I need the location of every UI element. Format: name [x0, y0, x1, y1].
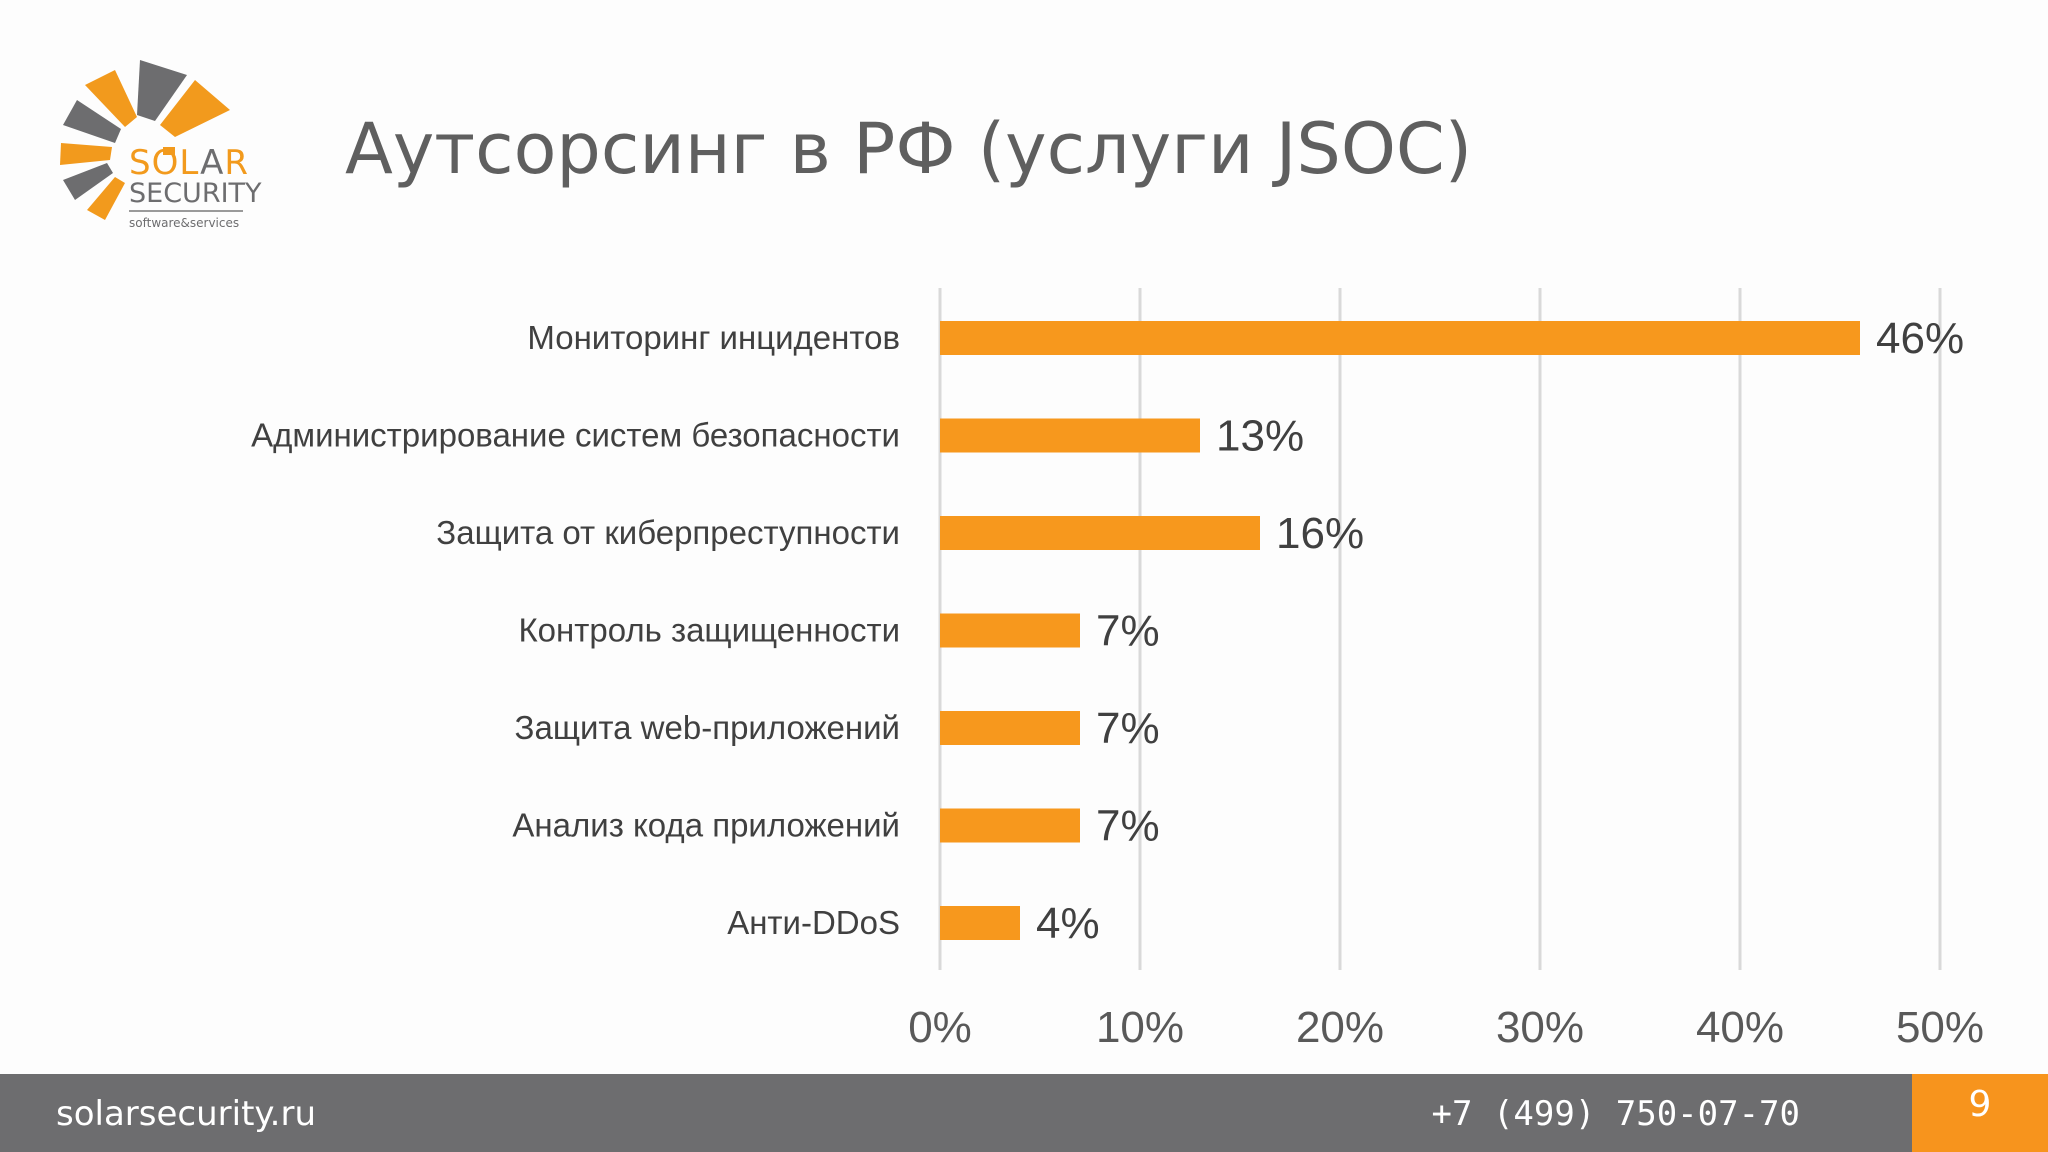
x-tick-label: 20%: [1296, 1003, 1384, 1052]
data-label: 13%: [1216, 412, 1304, 461]
bar: [940, 321, 1860, 355]
data-label: 46%: [1876, 314, 1964, 363]
bar: [940, 808, 1080, 843]
data-label: 7%: [1096, 802, 1160, 851]
data-label: 16%: [1276, 509, 1364, 558]
category-label: Защита от киберпреступности: [436, 514, 900, 551]
page-number: 9: [1968, 1084, 1992, 1125]
logo-text-a: A: [200, 143, 225, 183]
category-label: Анализ кода приложений: [512, 807, 900, 844]
logo-text-r: R: [224, 143, 249, 183]
x-tick-label: 0%: [908, 1003, 972, 1052]
x-tick-label: 40%: [1696, 1003, 1784, 1052]
x-tick-label: 50%: [1896, 1003, 1984, 1052]
bar: [940, 711, 1080, 745]
category-label: Мониторинг инцидентов: [527, 319, 900, 356]
bar: [940, 516, 1260, 550]
logo-tagline: software&services: [129, 216, 240, 230]
data-label: 7%: [1096, 607, 1160, 656]
data-label: 7%: [1096, 704, 1160, 753]
category-label: Анти-DDoS: [727, 904, 900, 941]
category-label: Администрирование систем безопасности: [251, 417, 900, 454]
page-title: Аутсорсинг в РФ (услуги JSOC): [345, 108, 1473, 190]
logo-text-security: SECURITY: [129, 178, 262, 209]
page-number-box: 9: [1912, 1074, 2048, 1152]
footer-bar: solarsecurity.ru +7 (499) 750-07-70 9: [0, 1074, 2048, 1152]
footer-phone: +7 (499) 750-07-70: [1431, 1094, 1800, 1134]
x-tick-label: 30%: [1496, 1003, 1584, 1052]
logo-mark: [55, 55, 255, 235]
logo-text-solar: SOLAR: [129, 143, 249, 183]
bar: [940, 906, 1020, 940]
category-label: Контроль защищенности: [518, 612, 900, 649]
x-tick-label: 10%: [1096, 1003, 1184, 1052]
bar: [940, 418, 1200, 453]
data-label: 4%: [1036, 899, 1100, 948]
bar-chart: 0% 10% 20% 30% 40% 50% Мониторинг инцидентов 46…: [251, 288, 1984, 1052]
category-label: Защита web-приложений: [515, 709, 900, 746]
footer-website[interactable]: solarsecurity.ru: [56, 1094, 317, 1134]
bar: [940, 613, 1080, 648]
logo-divider: [129, 210, 243, 212]
